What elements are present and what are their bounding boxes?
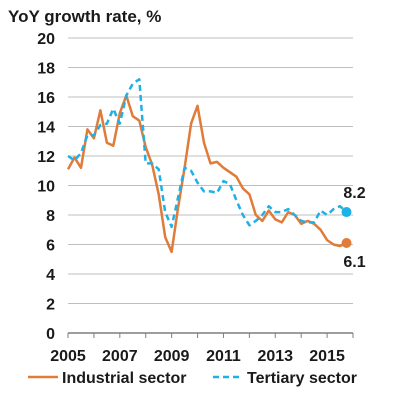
y-tick-label: 14 [37,120,55,137]
y-tick-label: 4 [46,267,55,284]
x-tick-label: 2015 [309,348,345,365]
legend-label-industrial: Industrial sector [62,370,186,387]
y-tick-label: 16 [37,90,55,107]
y-tick-label: 8 [46,208,55,225]
y-axis: 0 2 4 6 8 10 12 14 16 18 20 [37,31,55,343]
end-value-label: 8.2 [343,185,365,202]
end-markers: 8.2 6.1 [341,185,366,271]
plot-area [66,78,348,254]
y-tick-label: 10 [37,179,55,196]
end-marker [341,207,352,218]
x-axis: 2005 2007 2009 2011 2013 2015 [50,333,354,365]
gridlines [68,37,353,304]
series-line-tertiary [67,78,348,229]
end-marker [341,238,352,249]
x-tick-label: 2007 [102,348,138,365]
y-tick-label: 18 [37,61,55,78]
end-value-label: 6.1 [343,254,365,271]
legend: Industrial sector Tertiary sector [28,370,357,387]
y-tick-label: 20 [37,31,55,48]
x-tick-label: 2011 [206,348,241,365]
y-axis-title: YoY growth rate, % [8,7,161,26]
y-tick-label: 2 [46,297,55,314]
x-tick-label: 2009 [154,348,190,365]
x-tick-label: 2013 [257,348,293,365]
y-tick-label: 0 [46,326,55,343]
y-tick-label: 6 [46,238,55,255]
legend-label-tertiary: Tertiary sector [247,370,357,387]
series-line-industrial [66,94,348,254]
y-tick-label: 12 [37,149,55,166]
x-tick-label: 2005 [50,348,86,365]
